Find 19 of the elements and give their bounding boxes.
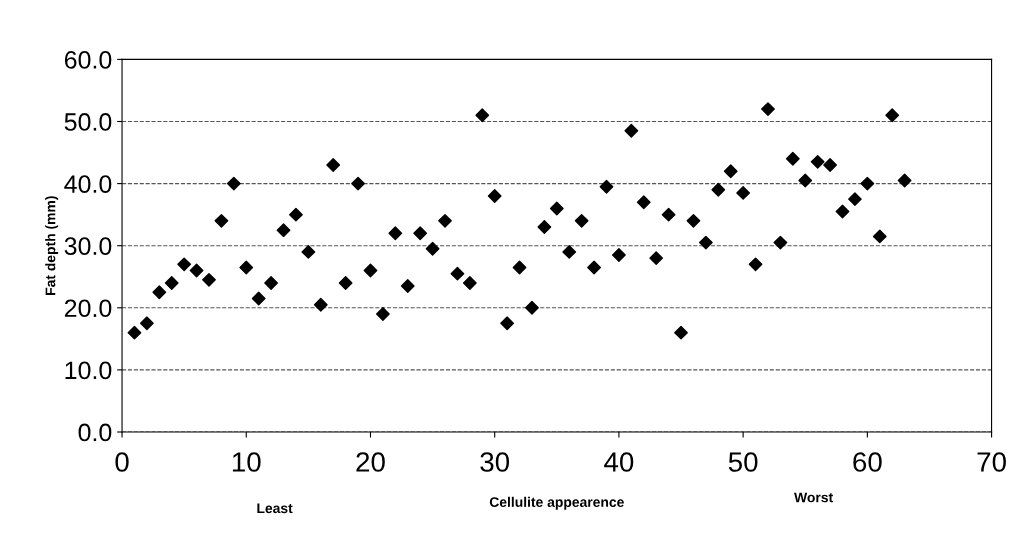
x-tick-label: 50 bbox=[728, 452, 758, 472]
x-axis-title: Cellulite appearence bbox=[489, 496, 624, 510]
y-tick-label: 10.0 bbox=[65, 361, 112, 380]
x-tick-label: 40 bbox=[604, 452, 634, 472]
y-tick-label: 60.0 bbox=[64, 51, 112, 69]
x-tick-label: 30 bbox=[480, 452, 510, 472]
x-tick-label: 0 bbox=[115, 452, 129, 472]
y-tick-label: 40.0 bbox=[64, 175, 112, 193]
y-tick-label: 50.0 bbox=[64, 113, 112, 131]
y-tick-label: 30.0 bbox=[64, 237, 112, 255]
y-axis-title: Fat depth (mm) bbox=[45, 196, 59, 295]
x-tick-label: 10 bbox=[232, 452, 261, 472]
text: Worst bbox=[794, 492, 833, 503]
text: Least bbox=[257, 503, 293, 514]
x-tick-label: 20 bbox=[356, 452, 385, 472]
x-tick-label: 60 bbox=[853, 452, 882, 472]
y-tick-label: 0.0 bbox=[78, 423, 112, 442]
x-tick-label: 70 bbox=[977, 452, 1006, 472]
y-tick-label: 20.0 bbox=[64, 299, 112, 318]
